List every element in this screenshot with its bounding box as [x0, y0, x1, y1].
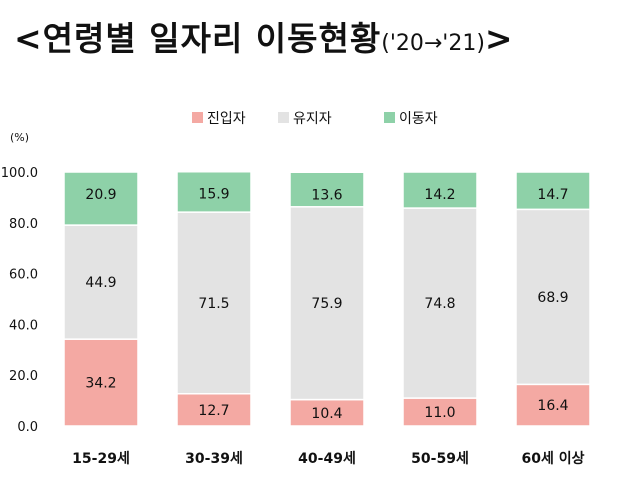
y-tick-label: 60.0 [9, 268, 38, 283]
data-label: 74.8 [424, 296, 455, 312]
data-label: 11.0 [424, 405, 455, 421]
legend-item: 진입자 [192, 111, 246, 127]
y-tick-label: 80.0 [9, 217, 38, 232]
data-label: 14.7 [537, 187, 568, 203]
data-label: 44.9 [85, 275, 116, 291]
data-label: 75.9 [311, 296, 342, 312]
y-tick-label: 0.0 [17, 420, 38, 435]
x-category-label: 40-49세 [298, 451, 356, 467]
bar-stack: 12.7 71.5 15.9 [176, 170, 252, 427]
bar-segment [176, 211, 252, 395]
data-label: 71.5 [198, 296, 229, 312]
bar-segment [402, 397, 478, 427]
bar-segment [63, 338, 139, 427]
x-category-label: 50-59세 [411, 451, 469, 467]
legend-label: 진입자 [207, 111, 246, 127]
legend-swatch [192, 112, 203, 123]
legend: 진입자 유지자 이동자 [192, 111, 438, 127]
y-axis: 0.0 20.0 40.0 60.0 80.0 100.0 [1, 166, 38, 435]
data-label: 10.4 [311, 406, 342, 422]
data-label: 34.2 [85, 376, 116, 392]
x-category-label: 30-39세 [185, 451, 243, 467]
x-category-label: 60세 이상 [522, 450, 585, 467]
data-label: 12.7 [198, 403, 229, 419]
bar-stack: 34.2 44.9 20.9 [63, 171, 139, 427]
bar-segment [289, 171, 365, 208]
bar-segment [63, 224, 139, 340]
legend-label: 유지자 [293, 111, 332, 127]
legend-item: 유지자 [278, 111, 332, 127]
data-label: 68.9 [537, 290, 568, 306]
bar-stack: 11.0 74.8 14.2 [402, 171, 478, 427]
legend-label: 이동자 [399, 111, 438, 127]
data-label: 14.2 [424, 187, 455, 203]
data-label: 15.9 [198, 187, 229, 203]
bar-segment [63, 171, 139, 226]
x-category-label: 15-29세 [72, 451, 130, 467]
x-axis: 15-29세 30-39세 40-49세 50-59세 60세 이상 [72, 450, 584, 467]
data-label: 13.6 [311, 187, 342, 203]
bar-segment [515, 171, 591, 211]
chart-title: <연령별 일자리 이동현황('20→'21)> [14, 12, 514, 60]
data-label: 16.4 [537, 398, 568, 414]
bar-segment [176, 170, 252, 213]
legend-swatch [278, 112, 289, 123]
bar-segment [402, 171, 478, 209]
legend-item: 이동자 [384, 111, 438, 127]
legend-swatch [384, 112, 395, 123]
bar-segment [515, 208, 591, 386]
bar-segment [176, 392, 252, 427]
title-main: <연령별 일자리 이동현황 [14, 19, 382, 58]
bar-stack: 10.4 75.9 13.6 [289, 171, 365, 427]
bar-stack: 16.4 68.9 14.7 [515, 171, 591, 427]
y-tick-label: 100.0 [1, 166, 38, 181]
y-axis-unit: (%) [10, 131, 29, 144]
bar-segment [289, 206, 365, 401]
title-close: > [484, 19, 514, 58]
y-tick-label: 20.0 [9, 369, 38, 384]
title-period: ('20→'21) [381, 31, 485, 56]
y-tick-label: 40.0 [9, 318, 38, 333]
data-label: 20.9 [85, 187, 116, 203]
bars: 34.2 44.9 20.9 12.7 71.5 15.9 10.4 75.9 13.6 11.0… [63, 170, 591, 427]
